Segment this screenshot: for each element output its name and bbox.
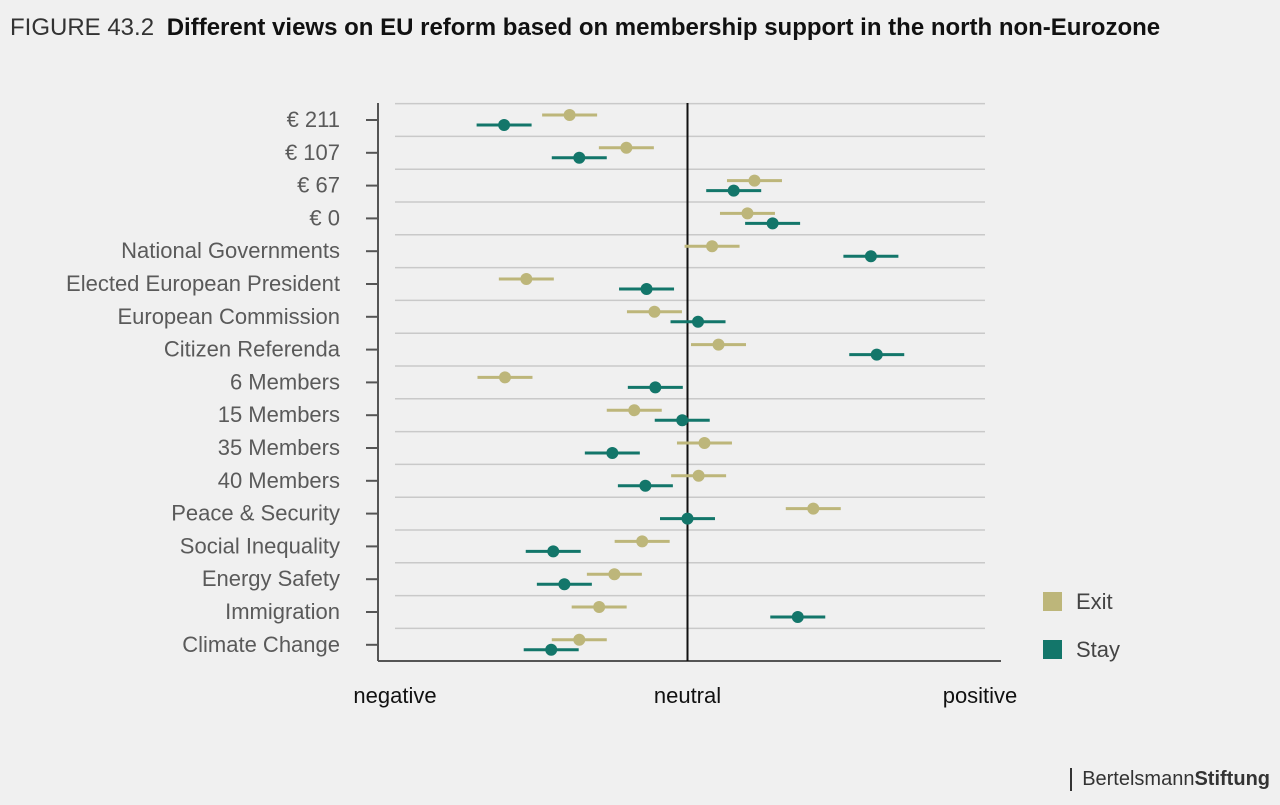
category-label-35-members: 35 Members	[218, 435, 340, 460]
category-label-european-commission: European Commission	[117, 304, 340, 329]
stay-point-elected-european-president	[640, 283, 653, 295]
category-label-211: € 211	[287, 107, 340, 132]
exit-point-climate-change	[573, 633, 586, 646]
x-tick-label-negative: negative	[353, 683, 436, 708]
grid-lines	[395, 102, 985, 662]
x-tick-labels: negative neutral positive	[353, 683, 1017, 708]
exit-point-35-members	[698, 437, 711, 449]
legend-label-exit: Exit	[1076, 589, 1113, 614]
category-label-40-members: 40 Members	[218, 468, 340, 493]
stay-point-social-inequality	[547, 545, 560, 558]
exit-point-107	[620, 141, 633, 154]
stay-point-15-members	[676, 414, 689, 427]
category-label-social-inequality: Social Inequality	[180, 533, 340, 558]
category-label-107: € 107	[285, 140, 340, 165]
category-label-67: € 67	[297, 173, 340, 198]
stay-point-40-members	[639, 479, 652, 492]
dot-whisker-chart: € 211 € 107 € 67 € 0 National Governments Ele…	[66, 102, 1120, 708]
exit-point-peace-security	[807, 502, 820, 515]
data-marks	[476, 109, 905, 656]
stay-point-european-commission	[692, 315, 705, 328]
figure-title: FIGURE 43.2 Different views on EU reform…	[10, 14, 1160, 42]
category-labels: € 211 € 107 € 67 € 0 National Governments Ele…	[66, 107, 378, 657]
brand-name-bold: Stiftung	[1194, 768, 1270, 790]
stay-point-0	[766, 217, 779, 230]
exit-point-national-governments	[706, 240, 719, 253]
exit-point-15-members	[628, 404, 641, 417]
exit-point-40-members	[692, 469, 705, 482]
brand-logo: BertelsmannStiftung	[1070, 768, 1270, 791]
stay-point-211	[498, 119, 511, 131]
exit-point-citizen-referenda	[712, 338, 725, 351]
stay-point-climate-change	[545, 643, 558, 656]
stay-point-energy-safety	[558, 578, 571, 591]
category-label-immigration: Immigration	[225, 599, 340, 624]
x-tick-label-neutral: neutral	[654, 683, 721, 708]
legend-swatch-stay	[1043, 640, 1062, 659]
stay-point-107	[573, 151, 586, 164]
category-label-climate-change: Climate Change	[182, 632, 340, 657]
exit-point-social-inequality	[636, 535, 649, 548]
category-label-15-members: 15 Members	[218, 402, 340, 427]
category-label-elected-european-president: Elected European President	[66, 271, 340, 296]
category-label-peace-security: Peace & Security	[171, 501, 340, 526]
exit-point-67	[748, 174, 761, 187]
exit-point-immigration	[593, 601, 606, 613]
brand-name-regular: Bertelsmann	[1082, 768, 1195, 790]
stay-point-peace-security	[681, 512, 694, 525]
figure-label: FIGURE 43.2	[10, 14, 155, 41]
category-label-energy-safety: Energy Safety	[202, 566, 340, 591]
stay-point-35-members	[606, 447, 619, 459]
legend-swatch-exit	[1043, 592, 1062, 611]
exit-point-energy-safety	[608, 568, 621, 581]
x-tick-label-positive: positive	[943, 683, 1018, 708]
category-label-citizen-referenda: Citizen Referenda	[164, 337, 341, 362]
stay-point-67	[727, 184, 740, 197]
exit-point-0	[741, 207, 754, 220]
legend: Exit Stay	[1043, 589, 1120, 662]
stay-point-immigration	[791, 611, 804, 623]
exit-point-elected-european-president	[520, 273, 533, 285]
legend-label-stay: Stay	[1076, 637, 1120, 662]
exit-point-european-commission	[648, 305, 661, 318]
exit-point-6-members	[498, 371, 511, 384]
stay-point-6-members	[649, 381, 662, 394]
figure-title-text: Different views on EU reform based on me…	[166, 14, 1161, 41]
stay-point-national-governments	[864, 250, 877, 263]
category-label-0: € 0	[309, 205, 340, 230]
exit-point-211	[563, 109, 576, 121]
axes	[377, 103, 1001, 662]
category-label-6-members: 6 Members	[230, 369, 340, 394]
category-label-national-governments: National Governments	[121, 238, 340, 263]
stay-point-citizen-referenda	[870, 348, 883, 361]
